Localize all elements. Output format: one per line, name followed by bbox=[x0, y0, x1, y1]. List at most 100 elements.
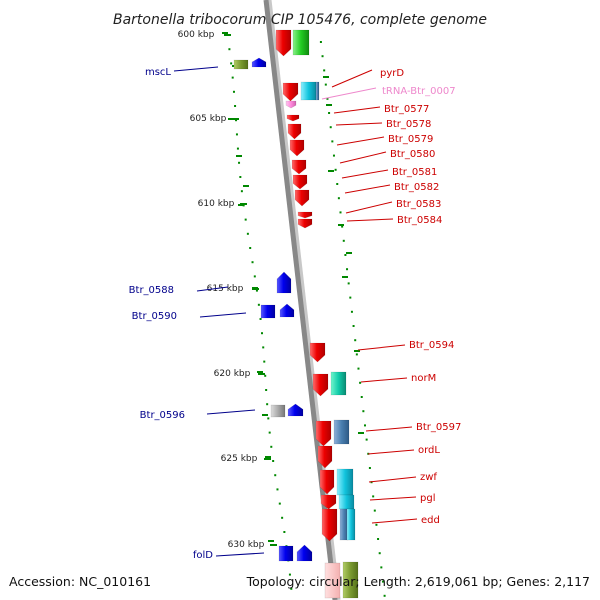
tick-dot bbox=[283, 531, 286, 533]
gene-block bbox=[333, 419, 350, 445]
tick-dot bbox=[360, 396, 363, 398]
forward-gene-label: Btr_0580 bbox=[390, 149, 435, 160]
forward-gene-label: Btr_0583 bbox=[396, 199, 441, 210]
forward-gene-label: ordL bbox=[418, 445, 440, 456]
scale-tick bbox=[270, 544, 277, 546]
tick-dot bbox=[276, 488, 279, 491]
gene-arrow bbox=[320, 494, 337, 510]
tick-dash bbox=[338, 224, 344, 226]
reverse-gene-label: Btr_0588 bbox=[129, 285, 174, 296]
tick-dot bbox=[263, 360, 266, 363]
gene-block bbox=[292, 29, 310, 56]
gene-block bbox=[270, 404, 286, 418]
gene-arrow bbox=[279, 303, 295, 318]
tick-dot bbox=[377, 538, 380, 540]
leader-line bbox=[196, 286, 229, 292]
tick-dot bbox=[342, 239, 345, 242]
leader-line bbox=[371, 518, 418, 524]
leader-line bbox=[333, 106, 381, 114]
tick-dot bbox=[355, 353, 358, 356]
tick-dot bbox=[232, 90, 235, 93]
gene-arrow bbox=[282, 82, 299, 102]
tick-dot bbox=[270, 445, 273, 448]
gene-block bbox=[338, 494, 355, 510]
tick-dash bbox=[323, 76, 329, 78]
tick-dot bbox=[235, 119, 238, 122]
gene-arrow bbox=[275, 29, 292, 57]
gene-arrow bbox=[312, 373, 329, 397]
scale-label: 625 kbp bbox=[221, 454, 258, 464]
scale-tick bbox=[240, 203, 247, 205]
tick-dot bbox=[251, 261, 254, 264]
tick-dot bbox=[266, 403, 269, 406]
gene-arrow bbox=[286, 114, 300, 122]
tick-dot bbox=[350, 310, 353, 313]
tick-dot bbox=[323, 69, 326, 72]
gene-block bbox=[324, 562, 341, 599]
leader-line bbox=[339, 151, 387, 164]
tick-dot bbox=[238, 161, 241, 164]
gene-arrow bbox=[251, 57, 267, 68]
tick-dot bbox=[326, 97, 329, 100]
forward-gene-label: edd bbox=[421, 515, 440, 526]
tick-dot bbox=[290, 587, 293, 590]
tick-dot bbox=[321, 55, 324, 58]
leader-line bbox=[367, 449, 415, 455]
tick-dot bbox=[378, 552, 381, 555]
gene-arrow bbox=[296, 544, 313, 562]
topology-text: Topology: circular; Length: 2,619,061 bp… bbox=[246, 574, 590, 589]
forward-gene-label: pgl bbox=[420, 493, 435, 504]
reverse-gene-label: folD bbox=[193, 550, 213, 561]
tick-dot bbox=[255, 289, 258, 292]
tick-dot bbox=[372, 495, 375, 498]
tick-dot bbox=[265, 389, 268, 391]
tick-dot bbox=[334, 168, 337, 171]
forward-gene-label: pyrD bbox=[380, 68, 404, 79]
tick-dot bbox=[236, 147, 239, 150]
scale-tick bbox=[264, 458, 271, 460]
gene-arrow bbox=[297, 211, 313, 219]
gene-labels: pyrD tRNA-Btr_0007 Btr_0577 Btr_0578 Btr_057… bbox=[129, 67, 462, 561]
tick-dot bbox=[331, 140, 334, 143]
reverse-gene-label: Btr_0596 bbox=[140, 410, 185, 421]
tick-dot bbox=[259, 318, 262, 320]
tick-dash bbox=[358, 432, 364, 434]
scale-label: 630 kbp bbox=[228, 540, 265, 550]
tick-dash bbox=[342, 276, 348, 278]
tick-dot bbox=[383, 594, 386, 597]
reverse-gene-label: Btr_0590 bbox=[132, 311, 177, 322]
tick-dot bbox=[362, 410, 365, 413]
leader-line bbox=[344, 184, 391, 194]
tick-dot bbox=[364, 424, 367, 427]
tick-dot bbox=[349, 296, 352, 299]
tick-dot bbox=[328, 112, 331, 114]
scale-label: 610 kbp bbox=[198, 199, 235, 209]
tick-dash bbox=[236, 155, 242, 157]
tick-dot bbox=[228, 48, 231, 51]
tick-dot bbox=[272, 460, 275, 462]
tick-dot bbox=[267, 417, 270, 420]
gene-arrow bbox=[287, 123, 302, 140]
scale-tick bbox=[252, 288, 259, 290]
scale-tick bbox=[232, 118, 239, 120]
leader-line bbox=[215, 552, 265, 557]
tick-dot bbox=[278, 502, 281, 505]
tick-dot bbox=[357, 367, 360, 370]
forward-gene-label: Btr_0581 bbox=[392, 167, 437, 178]
tick-dot bbox=[253, 275, 256, 278]
tick-dot bbox=[239, 176, 242, 178]
leader-line bbox=[368, 476, 417, 483]
tick-dot bbox=[339, 211, 342, 214]
tick-dot bbox=[244, 218, 247, 221]
leader-line bbox=[369, 496, 417, 501]
tick-dash bbox=[328, 170, 334, 172]
gene-block bbox=[336, 468, 354, 496]
gene-arrow bbox=[292, 174, 308, 190]
gene-block bbox=[315, 81, 320, 101]
tick-dot bbox=[359, 381, 362, 384]
tick-dash bbox=[257, 371, 263, 373]
forward-gene-label: Btr_0582 bbox=[394, 182, 439, 193]
reverse-gene-label: mscL bbox=[145, 67, 171, 78]
gene-arrow bbox=[309, 342, 326, 363]
